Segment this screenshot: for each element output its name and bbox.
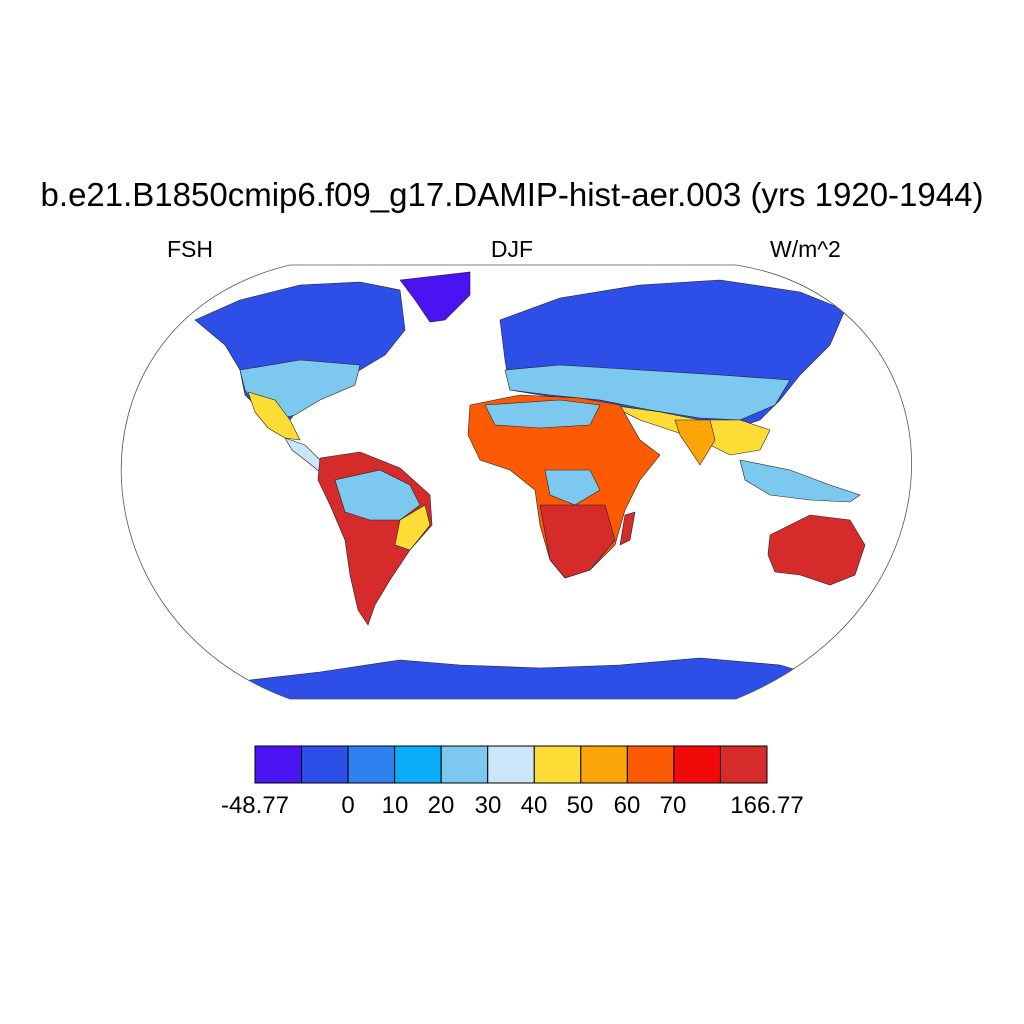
colorbar-swatch (487, 745, 535, 784)
colorbar-swatch (254, 745, 303, 784)
colorbar-swatch (301, 745, 349, 784)
colorbar-tick-label: 50 (566, 792, 594, 819)
landmass-india (674, 419, 716, 466)
colorbar-tick-label: 30 (474, 792, 502, 819)
africa-south-band (539, 504, 616, 579)
colorbar-swatch (347, 745, 396, 784)
colorbar-swatch (394, 745, 442, 784)
sa-east-band (394, 504, 431, 551)
colorbar-tick-label: 20 (427, 792, 455, 819)
colorbar-swatch (533, 745, 582, 784)
colorbar-swatch (626, 745, 675, 784)
chart-title: b.e21.B1850cmip6.f09_g17.DAMIP-hist-aer.… (40, 176, 984, 213)
africa-central-band (544, 469, 601, 506)
africa-north-band (484, 399, 601, 429)
units-label: W/m^2 (770, 236, 841, 262)
colorbar-swatch (719, 745, 768, 784)
landmass-maritime-se-asia (739, 459, 861, 503)
landmass-greenland (399, 271, 471, 323)
colorbar-tick-label: 166.77 (730, 792, 804, 819)
map-border (120, 264, 912, 700)
colorbar (254, 745, 768, 784)
colorbar-swatch (673, 745, 721, 784)
colorbar-tick-label: -48.77 (220, 792, 290, 819)
colorbar-tick-label: 60 (613, 792, 641, 819)
sa-central-band (334, 469, 421, 521)
colorbar-swatch (580, 745, 628, 784)
colorbar-swatch (440, 745, 489, 784)
colorbar-tick-label: 10 (381, 792, 409, 819)
landmass-australia (767, 514, 866, 586)
colorbar-tick-label: 70 (659, 792, 687, 819)
na-south-band (247, 391, 301, 441)
season-label: DJF (490, 236, 534, 262)
colorbar-tick-label: 0 (341, 792, 355, 819)
variable-label: FSH (167, 236, 213, 262)
colorbar-tick-label: 40 (520, 792, 548, 819)
landmass-madagascar (619, 511, 636, 546)
